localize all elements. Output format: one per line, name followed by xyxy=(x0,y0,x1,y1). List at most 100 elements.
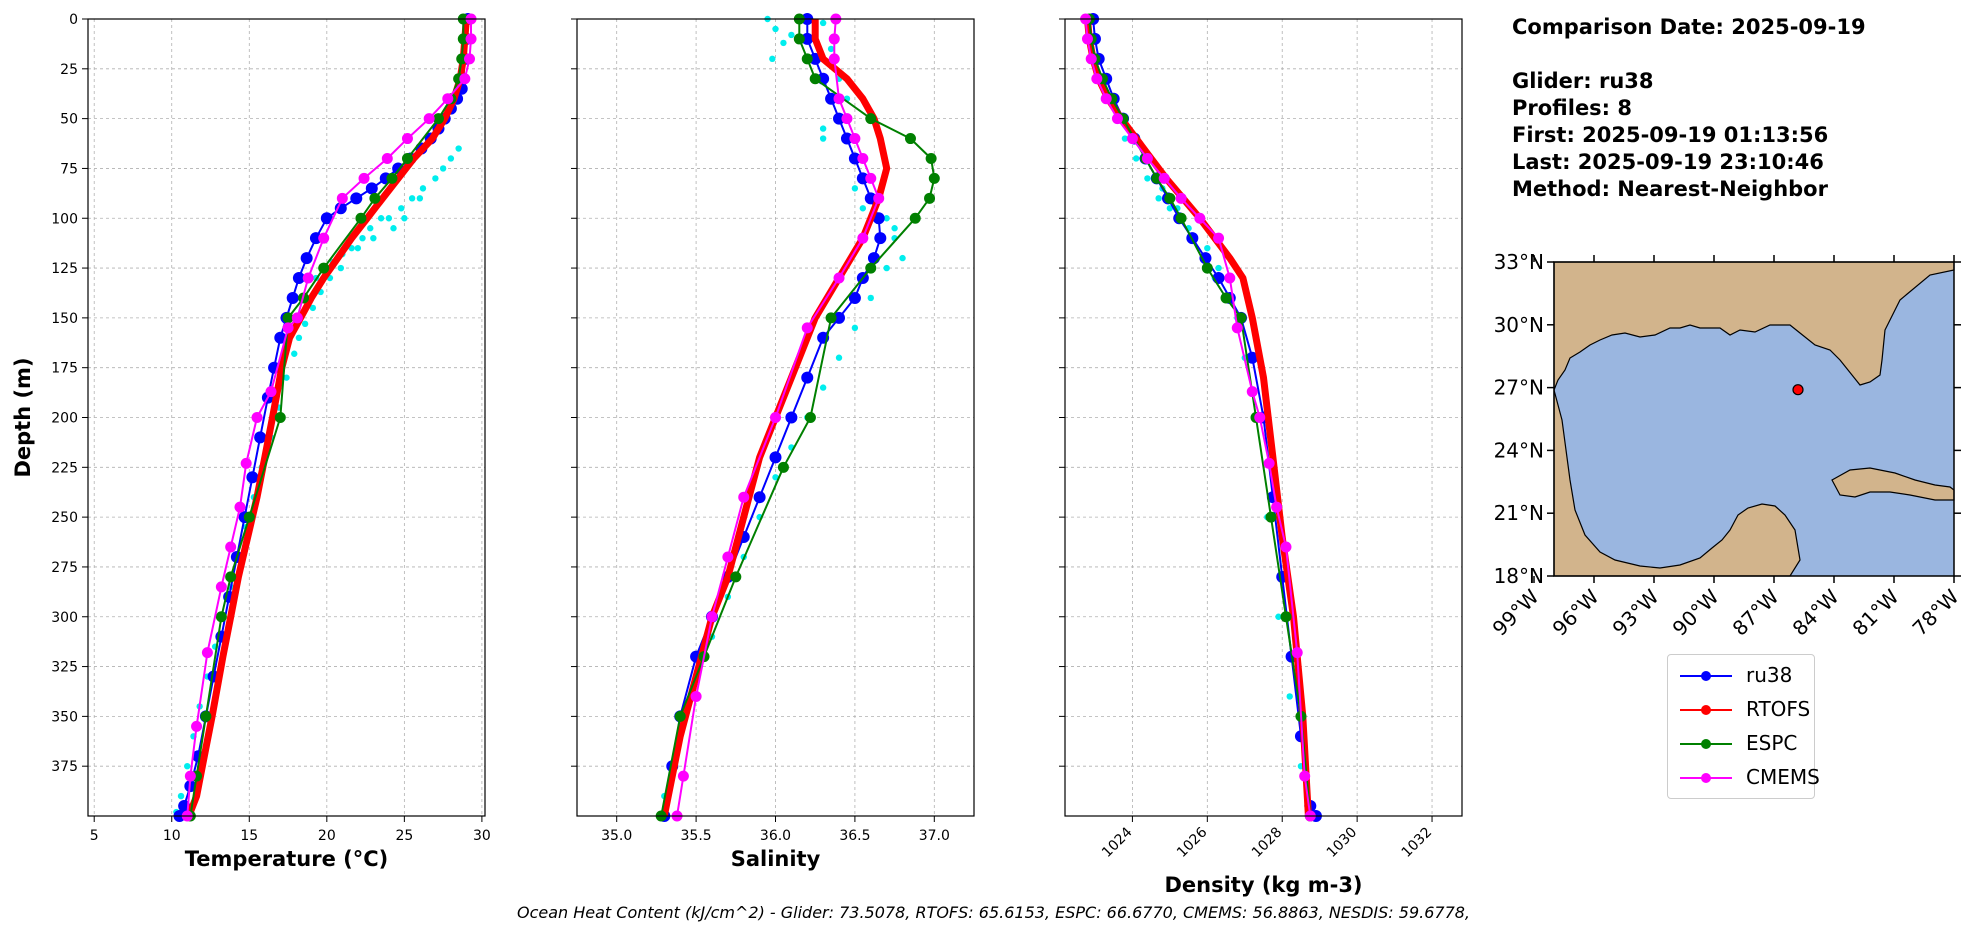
series-marker-espc xyxy=(401,152,413,164)
series-marker-cmems xyxy=(857,152,869,164)
series-marker-cmems xyxy=(828,33,840,45)
series-marker-ru38 xyxy=(785,411,798,424)
x-tick-label: 35.5 xyxy=(681,828,712,844)
series-marker-cmems xyxy=(1126,133,1138,145)
map-frame xyxy=(1553,261,1955,577)
y-tick-label: 150 xyxy=(51,311,78,327)
x-tick-label: 1028 xyxy=(1249,824,1286,861)
lon-label: 78°W xyxy=(1908,584,1964,640)
x-tick-label: 37.0 xyxy=(919,828,950,844)
series-marker-cmems xyxy=(465,33,477,45)
glider-point xyxy=(772,474,779,481)
gulf-map: 33°N 30°N 27°N 24°N 21°N 18°N99°W 96°W 93°W 90°W… xyxy=(1488,250,1964,641)
glider-point xyxy=(827,45,835,53)
glider-point xyxy=(819,19,827,27)
series-marker-cmems xyxy=(381,152,393,164)
glider-point xyxy=(835,354,843,361)
series-marker-ru38 xyxy=(292,272,305,285)
series-line-cmems xyxy=(1084,18,1312,817)
y-tick-label: 0 xyxy=(69,12,78,28)
x-tick-label: 15 xyxy=(240,828,258,844)
glider-point xyxy=(354,244,362,252)
series-marker-cmems xyxy=(191,720,203,732)
glider-point xyxy=(291,350,298,357)
glider-point xyxy=(301,320,309,328)
ohc-caption: Ocean Heat Content (kJ/cm^2) - Glider: 7… xyxy=(516,903,1471,922)
series-marker-cmems xyxy=(738,491,750,503)
glider-point xyxy=(1204,244,1211,252)
series-marker-cmems xyxy=(770,412,781,423)
series-marker-espc xyxy=(1220,292,1232,304)
series-marker-cmems xyxy=(857,232,869,244)
glider-point xyxy=(788,31,795,39)
series-marker-cmems xyxy=(184,770,196,782)
series-marker-cmems xyxy=(215,581,227,593)
map-land-mexico xyxy=(1553,389,1801,577)
glider-location-marker xyxy=(1792,384,1804,396)
series-marker-espc xyxy=(456,53,468,65)
series-marker-ru38 xyxy=(856,172,869,185)
series-marker-cmems xyxy=(251,412,263,423)
series-marker-espc xyxy=(809,73,821,85)
glider-point xyxy=(769,55,776,63)
series-line-espc xyxy=(660,19,936,817)
x-tick-label: 35.0 xyxy=(601,828,632,844)
series-marker-espc xyxy=(318,262,330,274)
glider-point xyxy=(337,264,344,272)
lat-label: 18°N xyxy=(1494,564,1544,588)
series-marker-cmems xyxy=(1194,212,1206,224)
glider-point xyxy=(416,195,424,202)
legend-item-cmems: CMEMS xyxy=(1676,763,1820,793)
x-tick-label: 1030 xyxy=(1324,824,1361,861)
last-profile-time: Last: 2025-09-19 23:10:46 xyxy=(1512,150,1824,174)
series-marker-cmems xyxy=(1100,93,1112,105)
glider-point xyxy=(1121,135,1129,142)
series-marker-espc xyxy=(865,262,877,274)
series-marker-espc xyxy=(825,312,837,324)
glider-point xyxy=(1155,195,1162,202)
x-tick-label: 30 xyxy=(473,828,491,844)
glider-point xyxy=(819,384,827,391)
map-land-north xyxy=(1553,261,1955,391)
legend: ru38 RTOFS ESPC CMEMS xyxy=(1667,654,1820,799)
glider-point xyxy=(780,39,787,47)
glider-point xyxy=(283,374,290,381)
series-marker-cmems xyxy=(1085,53,1097,65)
series-marker-cmems xyxy=(1158,172,1170,184)
glider-point xyxy=(772,25,779,33)
legend-label-cmems: CMEMS xyxy=(1746,765,1820,789)
x-tick-label: 20 xyxy=(318,828,336,844)
lon-label: 81°W xyxy=(1848,584,1904,640)
series-marker-espc xyxy=(1265,511,1277,523)
series-marker-cmems xyxy=(1111,113,1123,125)
series-marker-cmems xyxy=(442,93,454,105)
series-marker-cmems xyxy=(1091,73,1103,85)
series-marker-cmems xyxy=(833,272,845,284)
series-marker-espc xyxy=(225,571,237,583)
lat-label: 24°N xyxy=(1494,438,1544,462)
y-tick-label: 175 xyxy=(51,361,78,377)
series-marker-cmems xyxy=(1291,647,1303,659)
legend-swatch-rtofs xyxy=(1680,705,1732,715)
series-marker-ru38 xyxy=(300,252,313,265)
series-marker-cmems xyxy=(1299,770,1311,782)
x-tick-label: 36.0 xyxy=(760,828,791,844)
comparison-info: Comparison Date: 2025-09-19 Glider: ru38… xyxy=(1512,14,1866,203)
series-marker-espc xyxy=(928,172,940,184)
legend-label-rtofs: RTOFS xyxy=(1746,697,1811,721)
y-tick-label: 325 xyxy=(51,660,78,676)
lon-label: 84°W xyxy=(1788,584,1844,640)
series-marker-espc xyxy=(355,212,367,224)
lon-label: 96°W xyxy=(1548,584,1604,640)
lat-label: 21°N xyxy=(1494,501,1544,525)
series-marker-espc xyxy=(432,113,444,125)
series-marker-ru38 xyxy=(801,32,814,45)
comparison-date: Comparison Date: 2025-09-19 xyxy=(1512,15,1866,39)
glider-point xyxy=(867,294,874,302)
glider-point xyxy=(408,195,416,202)
series-marker-ru38 xyxy=(350,192,363,205)
series-marker-espc xyxy=(200,710,212,722)
series-marker-cmems xyxy=(1141,152,1153,164)
series-marker-espc xyxy=(1280,611,1292,623)
glider-point xyxy=(419,185,427,192)
